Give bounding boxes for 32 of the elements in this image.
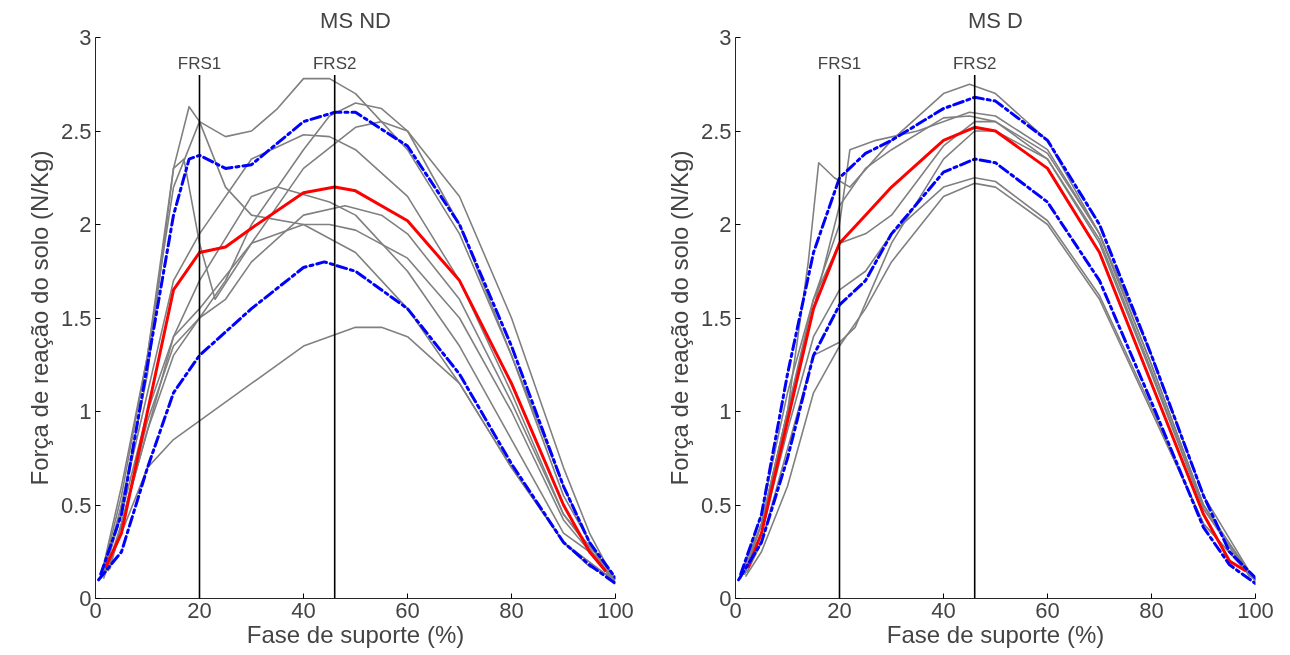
x-tick-label: 40 [291, 597, 316, 623]
chart-title: MS D [968, 7, 1023, 33]
x-tick-label: 100 [597, 597, 634, 623]
chart-title: MS ND [320, 7, 391, 33]
y-axis-title: Força de reação do solo (N/Kg) [25, 150, 53, 486]
y-tick-label: 2.5 [60, 118, 92, 144]
y-tick-label: 3 [719, 25, 732, 50]
x-tick-label: 60 [395, 597, 420, 623]
x-tick-label: 100 [1237, 597, 1274, 623]
y-tick-label: 1 [719, 399, 732, 424]
ref-line-label: FRS1 [817, 54, 862, 74]
ref-line-label: FRS2 [952, 54, 997, 74]
x-tick-label: 80 [1139, 597, 1164, 623]
y-tick-label: 1.5 [60, 305, 92, 331]
y-tick-label: 1 [79, 399, 92, 424]
y-tick-label: 3 [79, 25, 92, 50]
y-axis-title: Força de reação do solo (N/Kg) [665, 150, 693, 486]
y-tick-label: 2 [719, 212, 732, 237]
x-tick-label: 80 [499, 597, 524, 623]
y-tick-label: 0.5 [700, 492, 732, 518]
ref-line-label: FRS1 [177, 54, 222, 74]
y-tick-label: 2 [79, 212, 92, 237]
x-tick-label: 60 [1035, 597, 1060, 623]
y-tick-label: 2.5 [700, 118, 732, 144]
ref-line-label: FRS2 [312, 54, 357, 74]
y-tick-label: 1.5 [700, 305, 732, 331]
x-axis-title: Fase de suporte (%) [246, 620, 465, 648]
x-tick-label: 20 [187, 597, 212, 623]
x-tick-label: 20 [827, 597, 852, 623]
x-axis-title: Fase de suporte (%) [886, 620, 1105, 648]
y-tick-label: 0.5 [60, 492, 92, 518]
x-tick-label: 40 [931, 597, 956, 623]
